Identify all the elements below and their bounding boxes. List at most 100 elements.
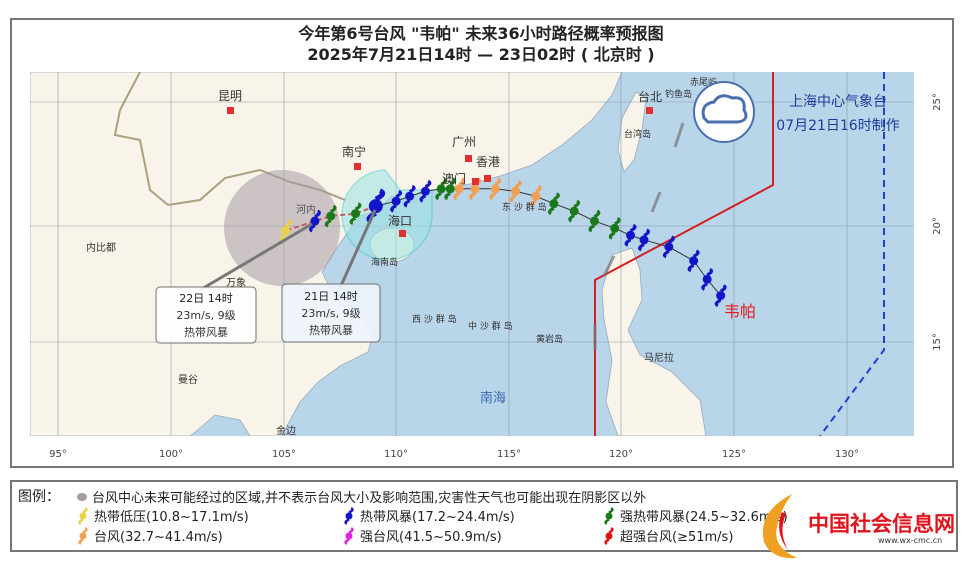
typhoon-symbol bbox=[489, 177, 502, 201]
typhoon-category-icon bbox=[604, 506, 614, 525]
dashed-boundary bbox=[593, 122, 685, 350]
legend-area-note: 台风中心未来可能经过的区域,并不表示台风大小及影响范围,灾害性天气也可能出现在阴… bbox=[76, 487, 646, 506]
chart-subtitle: 2025年7月21日14时 — 23日02时 ( 北京时 ) bbox=[307, 45, 655, 64]
callout-21: 21日 14时 23m/s, 9级 热带风暴 bbox=[281, 283, 381, 343]
city-nanning: 南宁 bbox=[342, 144, 366, 159]
typhoon-symbol bbox=[588, 209, 601, 233]
typhoon-symbol bbox=[568, 199, 581, 223]
typhoon-symbol bbox=[390, 189, 403, 213]
svg-text:23m/s, 9级: 23m/s, 9级 bbox=[176, 309, 235, 322]
typhoon-symbol bbox=[714, 284, 727, 307]
chart-title: 今年第6号台风 "韦帕" 未来36小时路径概率预报图 bbox=[298, 24, 664, 43]
svg-text:15°: 15° bbox=[932, 333, 943, 351]
city-vientiane: 万象 bbox=[226, 277, 246, 289]
legend-item-td: 热带低压(10.8~17.1m/s) bbox=[76, 506, 249, 525]
taiwan-island bbox=[617, 91, 647, 173]
svg-text:23m/s, 9级: 23m/s, 9级 bbox=[301, 307, 360, 320]
legend-item-sts: 强热带风暴(24.5~32.6m/s) bbox=[602, 506, 788, 525]
typhoon-category-icon bbox=[344, 526, 354, 545]
typhoon-symbol bbox=[435, 177, 448, 201]
legend-label: 图例： bbox=[18, 489, 60, 505]
watermark-url: www.wx-cmc.cn bbox=[878, 536, 943, 545]
typhoon-symbol bbox=[638, 228, 651, 252]
label-chiwei: 赤尾屿 bbox=[690, 77, 717, 88]
city-bangkok: 曼谷 bbox=[178, 374, 198, 386]
issue-time: 07月21日16时制作 bbox=[776, 118, 899, 134]
city-hongkong: 香港 bbox=[476, 155, 500, 169]
callout-22: 22日 14时 23m/s, 9级 热带风暴 bbox=[155, 286, 257, 344]
svg-text:130°: 130° bbox=[835, 449, 859, 460]
svg-text:105°: 105° bbox=[272, 449, 296, 460]
watermark-logo bbox=[762, 494, 797, 559]
svg-text:100°: 100° bbox=[159, 449, 183, 460]
typhoon-symbol bbox=[662, 235, 675, 259]
city-hanoi: 河内 bbox=[296, 203, 316, 216]
svg-text:120°: 120° bbox=[609, 449, 633, 460]
typhoon-symbol bbox=[419, 179, 432, 203]
label-zhongsha: 中 沙 群 岛 bbox=[468, 320, 513, 332]
svg-text:21日 14时: 21日 14时 bbox=[304, 290, 358, 303]
svg-text:25°: 25° bbox=[932, 93, 943, 111]
typhoon-symbol bbox=[608, 216, 621, 240]
legend-item-ty: 台风(32.7~41.4m/s) bbox=[76, 526, 223, 545]
city-macau: 澳门 bbox=[442, 171, 466, 186]
city-guangzhou: 广州 bbox=[452, 135, 476, 149]
typhoon-symbol bbox=[701, 267, 714, 291]
typhoon-symbol bbox=[687, 249, 700, 273]
issuer-logo bbox=[693, 81, 755, 143]
svg-text:95°: 95° bbox=[49, 449, 67, 460]
svg-text:125°: 125° bbox=[722, 449, 746, 460]
typhoon-symbol bbox=[403, 184, 416, 208]
warning-line-48h bbox=[819, 72, 885, 436]
forecast-position-symbol bbox=[308, 209, 321, 233]
map-frame bbox=[10, 18, 954, 468]
typhoon-symbol bbox=[624, 223, 637, 247]
warning-line-24h bbox=[594, 72, 774, 436]
typhoon-category-icon bbox=[78, 526, 88, 545]
label-taiwan: 台湾岛 bbox=[624, 128, 651, 140]
track-symbols bbox=[279, 177, 727, 307]
typhoon-symbol bbox=[444, 177, 457, 201]
city-manila: 马尼拉 bbox=[644, 351, 674, 364]
legend-item-ts: 热带风暴(17.2~24.4m/s) bbox=[342, 506, 515, 525]
label-xisha: 西 沙 群 岛 bbox=[412, 313, 457, 325]
luzon-island bbox=[601, 247, 707, 436]
typhoon-symbol bbox=[509, 179, 522, 203]
svg-text:20°: 20° bbox=[932, 217, 943, 235]
callout-pointer-22 bbox=[199, 222, 313, 292]
typhoon-symbol bbox=[529, 184, 542, 208]
city-phnompenh: 金边 bbox=[276, 424, 296, 437]
label-hainan: 海南岛 bbox=[371, 256, 398, 268]
svg-text:热带风暴: 热带风暴 bbox=[184, 326, 228, 339]
forecast-position-symbol bbox=[349, 202, 362, 225]
city-naypyidaw: 内比都 bbox=[86, 241, 116, 254]
city-taipei: 台北 bbox=[638, 89, 662, 104]
city-haikou: 海口 bbox=[388, 213, 412, 228]
label-dongsha: 东 沙 群 岛 bbox=[502, 201, 547, 213]
typhoon-category-icon bbox=[78, 506, 88, 525]
place-labels: 昆明 南宁 广州 香港 澳门 海口 海南岛 河内 内比都 万象 曼谷 金边 台北… bbox=[86, 77, 717, 437]
svg-text:110°: 110° bbox=[384, 449, 408, 460]
svg-text:22日 14时: 22日 14时 bbox=[179, 292, 233, 305]
typhoon-symbol bbox=[453, 177, 466, 201]
label-diaoyu: 钓鱼岛 bbox=[665, 88, 692, 100]
label-south-china-sea: 南海 bbox=[480, 390, 506, 406]
lat-axis: 25° 20° 15° bbox=[932, 93, 943, 351]
forecast-track-line bbox=[285, 205, 377, 232]
typhoon-category-icon bbox=[344, 506, 354, 525]
callout-pointer-21 bbox=[338, 209, 377, 289]
legend-item-sty: 强台风(41.5~50.9m/s) bbox=[342, 526, 502, 545]
watermark-text: 中国社会信息网 bbox=[808, 512, 955, 536]
legend-item-superty: 超强台风(≥51m/s) bbox=[602, 526, 733, 545]
svg-text:热带风暴: 热带风暴 bbox=[309, 324, 353, 337]
label-huangyan: 黄岩岛 bbox=[536, 333, 563, 345]
forecast-position-symbol bbox=[324, 204, 337, 228]
lon-axis: 95° 100° 105° 110° 115° 120° 125° 130° bbox=[49, 449, 859, 460]
typhoon-category-icon bbox=[604, 526, 614, 545]
probability-area-forecast bbox=[224, 170, 340, 286]
typhoon-symbol bbox=[547, 192, 560, 216]
svg-text:115°: 115° bbox=[497, 449, 521, 460]
typhoon-name-label: 韦帕 bbox=[724, 302, 756, 321]
legend: 图例： 台风中心未来可能经过的区域,并不表示台风大小及影响范围,灾害性天气也可能… bbox=[10, 480, 958, 552]
